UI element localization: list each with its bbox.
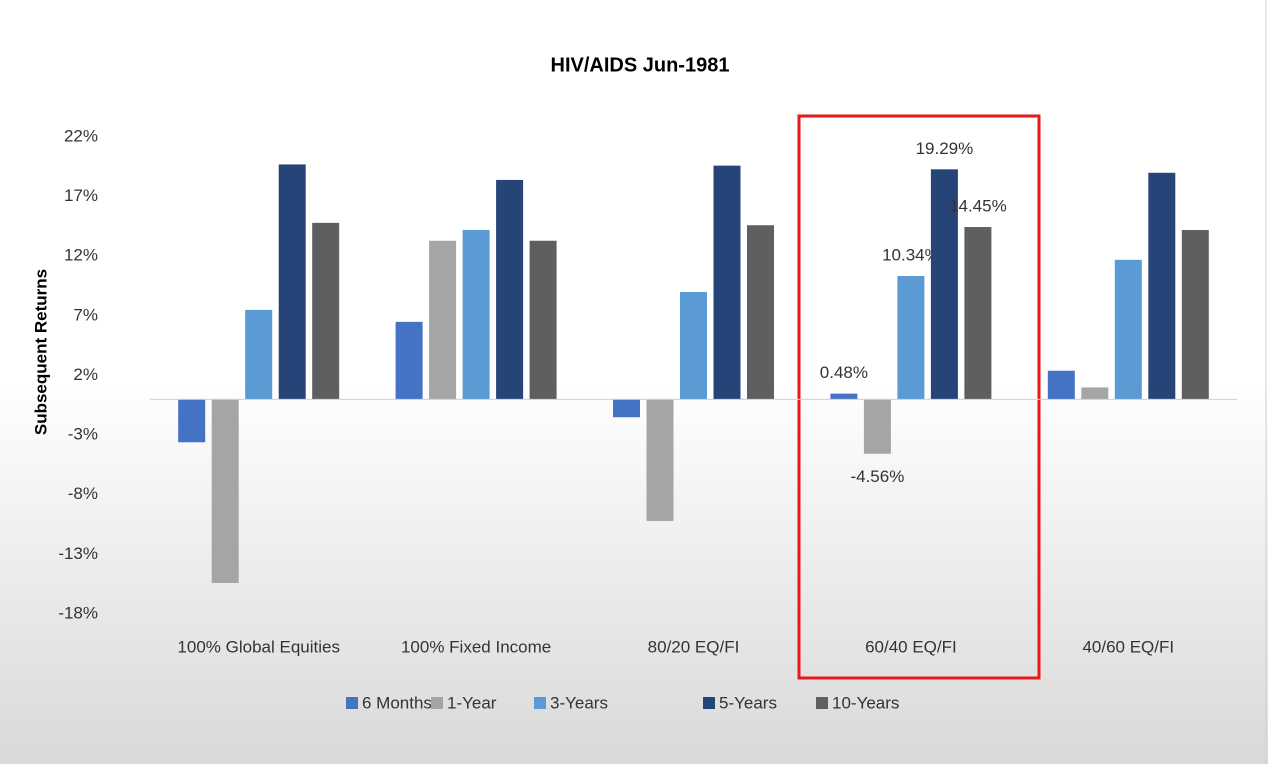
bar (713, 165, 741, 400)
bar (1114, 259, 1142, 400)
legend-label: 10-Years (832, 693, 899, 712)
x-tick-label: 40/60 EQ/FI (1082, 637, 1174, 656)
legend-swatch (816, 697, 828, 709)
y-tick-label: -3% (68, 425, 98, 444)
bar (964, 227, 992, 400)
bar (278, 164, 306, 400)
x-tick-label: 80/20 EQ/FI (648, 637, 740, 656)
y-tick-label: 7% (73, 305, 98, 324)
legend-label: 3-Years (550, 693, 608, 712)
x-tick-label: 100% Fixed Income (401, 637, 551, 656)
bar (1047, 370, 1075, 400)
bar (646, 399, 674, 521)
y-tick-label: 12% (64, 246, 98, 265)
y-tick-label: 17% (64, 186, 98, 205)
data-label: 14.45% (949, 197, 1007, 216)
x-tick-label: 60/40 EQ/FI (865, 637, 957, 656)
legend-label: 1-Year (447, 693, 497, 712)
bar (830, 393, 858, 400)
data-label: -4.56% (850, 467, 904, 486)
bar (897, 276, 925, 400)
y-tick-label: -13% (58, 544, 98, 563)
bar (462, 230, 490, 400)
x-tick-label: 100% Global Equities (177, 637, 340, 656)
y-tick-label: 2% (73, 365, 98, 384)
bar (496, 179, 524, 400)
legend-swatch (431, 697, 443, 709)
bar (395, 321, 423, 400)
legend-swatch (534, 697, 546, 709)
legend-swatch (346, 697, 358, 709)
y-tick-label: 22% (64, 126, 98, 145)
bar (863, 399, 891, 454)
y-axis-label: Subsequent Returns (31, 269, 50, 435)
bar (747, 225, 774, 400)
y-tick-label: -18% (58, 603, 98, 622)
data-label: 0.48% (820, 363, 868, 382)
bar (429, 240, 457, 400)
data-label: 10.34% (882, 246, 940, 265)
chart-title: HIV/AIDS Jun-1981 (551, 54, 730, 76)
bar (312, 222, 340, 400)
y-tick-label: -8% (68, 484, 98, 503)
data-label: 19.29% (916, 139, 974, 158)
bar (211, 399, 239, 583)
bar (178, 399, 206, 443)
legend-swatch (703, 697, 715, 709)
highlight-box (797, 114, 1041, 680)
bar (1148, 172, 1176, 400)
bar (680, 292, 707, 400)
legend-label: 5-Years (719, 693, 777, 712)
legend-label: 6 Months (362, 693, 432, 712)
bar (1081, 387, 1109, 400)
bar (245, 309, 273, 400)
bar (613, 399, 640, 418)
bar (529, 240, 557, 400)
bar (1181, 230, 1209, 400)
bar (930, 169, 958, 400)
